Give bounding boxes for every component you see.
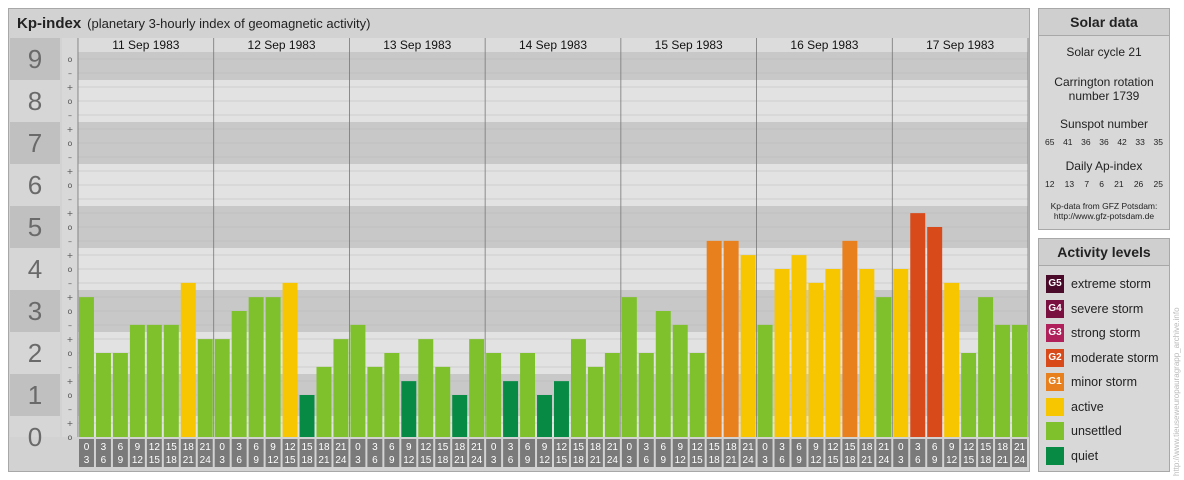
- legend-swatch: G4: [1046, 299, 1064, 318]
- watermark-text: http://www.tieuseweuropauragrapp_archive…: [1172, 307, 1181, 476]
- legend-item-minor-storm: G1 minor storm: [1039, 370, 1169, 395]
- legend-swatch: G1: [1046, 373, 1064, 392]
- legend-swatch: [1046, 397, 1064, 416]
- legend-swatch: G3: [1046, 324, 1064, 343]
- ap-values: 12 13 7 6 21 26 25: [1039, 179, 1169, 189]
- legend-item-severe-storm: G4 severe storm: [1039, 297, 1169, 322]
- legend-swatch: G2: [1046, 348, 1064, 367]
- legend-label: strong storm: [1071, 326, 1141, 341]
- legend-item-extreme-storm: G5 extreme storm: [1039, 272, 1169, 297]
- activity-levels-panel: Activity levels G5 extreme storm G4 seve…: [1038, 238, 1170, 472]
- legend-item-strong-storm: G3 strong storm: [1039, 321, 1169, 346]
- sunspot-value: 35: [1153, 137, 1163, 147]
- ap-value: 25: [1153, 179, 1163, 189]
- legend-label: minor storm: [1071, 375, 1137, 390]
- sunspot-value: 33: [1135, 137, 1145, 147]
- legend-label: quiet: [1071, 448, 1099, 463]
- legend-item-quiet: quiet: [1039, 444, 1169, 469]
- legend-label: active: [1071, 399, 1104, 414]
- ap-value: 13: [1064, 179, 1075, 189]
- chart-subtitle: (planetary 3-hourly index of geomagnetic…: [87, 16, 371, 31]
- legend-label: moderate storm: [1071, 350, 1159, 365]
- kp-index-panel: Kp-index (planetary 3-hourly index of geo…: [8, 8, 1030, 472]
- legend-item-active: active: [1039, 395, 1169, 420]
- solar-cycle: Solar cycle 21: [1066, 45, 1142, 59]
- legend-item-moderate-storm: G2 moderate storm: [1039, 346, 1169, 371]
- carrington-line2: number 1739: [1068, 89, 1140, 103]
- ap-title: Daily Ap-index: [1065, 159, 1143, 173]
- legend-swatch: G5: [1046, 275, 1064, 294]
- sunspot-value: 36: [1099, 137, 1109, 147]
- legend-label: severe storm: [1071, 301, 1144, 316]
- carrington-line1: Carrington rotation: [1054, 75, 1154, 89]
- sunspot-value: 36: [1081, 137, 1091, 147]
- activity-levels-title: Activity levels: [1039, 239, 1169, 266]
- ap-value: 21: [1114, 179, 1124, 189]
- sunspot-value: 42: [1117, 137, 1127, 147]
- sunspot-value: 41: [1063, 137, 1073, 147]
- source-line2: http://www.gfz-potsdam.de: [1053, 211, 1155, 221]
- sunspot-values: 65 41 36 36 42 33 35: [1039, 137, 1169, 147]
- ap-value: 12: [1045, 179, 1055, 189]
- solar-data-panel: Solar data Solar cycle 21 Carrington rot…: [1038, 8, 1170, 230]
- chart-title-main: Kp-index: [17, 15, 82, 32]
- ap-value: 6: [1099, 179, 1104, 189]
- sunspot-value: 65: [1045, 137, 1055, 147]
- sunspot-title: Sunspot number: [1059, 117, 1149, 131]
- legend-label: unsettled: [1071, 424, 1122, 439]
- source-line1: Kp-data from GFZ Potsdam:: [1050, 201, 1158, 211]
- legend-swatch: [1046, 422, 1064, 441]
- solar-data-title: Solar data: [1039, 9, 1169, 36]
- legend-item-unsettled: unsettled: [1039, 419, 1169, 444]
- legend-swatch: [1046, 446, 1064, 465]
- ap-value: 7: [1084, 179, 1090, 189]
- chart-title: Kp-index (planetary 3-hourly index of geo…: [17, 15, 370, 32]
- legend-label: extreme storm: [1071, 277, 1151, 292]
- ap-value: 26: [1133, 179, 1144, 189]
